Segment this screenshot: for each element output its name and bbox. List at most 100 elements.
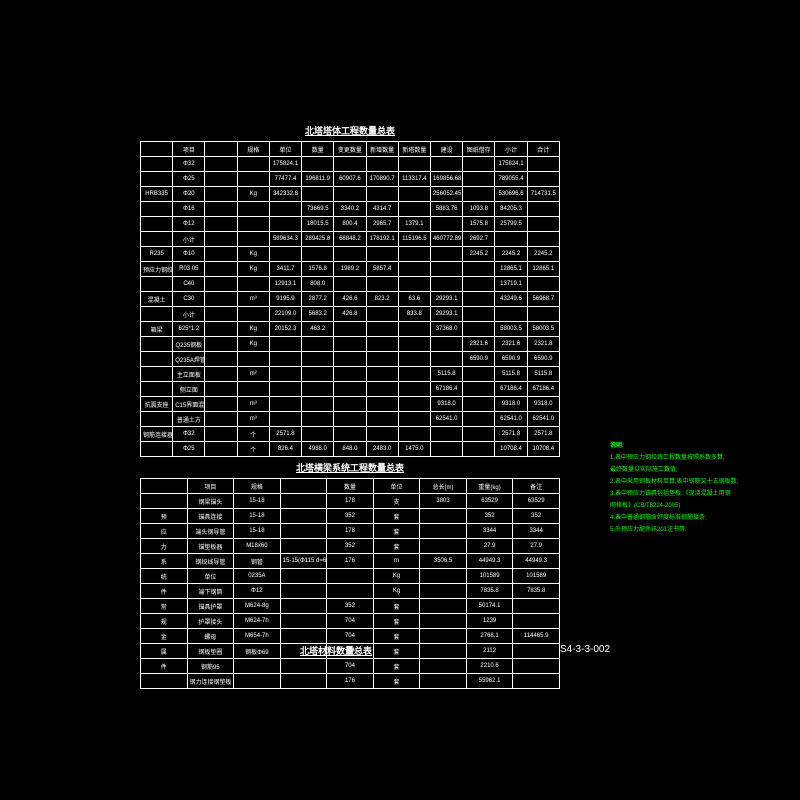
table-cell: 力 [141,539,188,554]
table-cell [420,644,467,659]
table-cell: 锚垫板器 [187,539,234,554]
table-cell: 3344 [466,524,513,539]
table-cell [430,442,462,457]
table-cell: 数量 [327,479,374,494]
table-cell [141,412,173,427]
table-cell [430,262,462,277]
table-cell [205,322,237,337]
table-cell [141,202,173,217]
table-cell: 图纸借存 [463,142,495,157]
table-cell: M654-7h [234,629,281,644]
table-cell: Φ12 [234,584,281,599]
table-cell: M624-7h [234,614,281,629]
table-cell [141,277,173,292]
table-cell [513,599,560,614]
table-cell: 2483.0 [366,442,398,457]
table-cell [398,397,430,412]
table-cell: 5883.76 [430,202,462,217]
table-cell: 9318.0 [527,397,559,412]
table-cell [430,352,462,367]
table-cell [141,479,188,494]
table-cell: 套 [373,524,420,539]
table-cell: 352 [466,509,513,524]
table-cell: 15-18 [234,509,281,524]
table-cell: 289425.8 [302,232,334,247]
table-cell: 2571.8 [269,427,301,442]
table-cell: 项目 [173,142,205,157]
table-cell [269,217,301,232]
table-cell [463,187,495,202]
table-cell [334,427,366,442]
table-cell [398,277,430,292]
table-cell [495,232,527,247]
table-cell: 67186.4 [495,382,527,397]
table-cell: 规格 [237,142,269,157]
table-cell [463,367,495,382]
table-cell: 2768.1 [466,629,513,644]
table-cell: 普通土方 [173,412,205,427]
table-cell: 63.6 [398,292,430,307]
table-cell [205,367,237,382]
table-cell: 钢绞线导管 [187,554,234,569]
table-cell [463,412,495,427]
table-cell [141,494,188,509]
table-cell [398,367,430,382]
table-cell [205,262,237,277]
table-cell [398,352,430,367]
table-cell: 426.6 [334,292,366,307]
table-cell [420,569,467,584]
table-cell [237,172,269,187]
table-cell [366,157,398,172]
table-cell: 2877.2 [302,292,334,307]
table-cell [463,397,495,412]
table-cell [280,614,327,629]
table-cell [302,157,334,172]
table-cell: 2245.2 [527,247,559,262]
table-cell: 84205.3 [495,202,527,217]
table-cell: 175824.1 [495,157,527,172]
table-cell: 13719.1 [495,277,527,292]
table-cell [398,247,430,262]
table-cell [366,397,398,412]
footer-title: 北塔材料数量总表 [300,644,372,657]
table-cell: 钢筋95 [187,659,234,674]
table-cell: 2112 [466,644,513,659]
table-cell [205,292,237,307]
table-cell: 256052.45 [430,187,462,202]
table-cell [237,352,269,367]
table-cell: R235 [141,247,173,262]
table-cell: 套 [373,674,420,689]
note-line: 4.表中普通钢筋含好度标准钢筋接条; [610,512,790,524]
table-cell [327,584,374,599]
table-cell [420,614,467,629]
table-cell [205,337,237,352]
table-cell: 826.4 [269,442,301,457]
table-cell: 新塔数量 [398,142,430,157]
table-cell [430,157,462,172]
table-cell [141,172,173,187]
table-cell [366,322,398,337]
table-cell: 常 [141,599,188,614]
table-cell: 62541.0 [495,412,527,427]
table-cell: m³ [237,412,269,427]
table-cell [205,247,237,262]
table-cell: 6590.9 [495,352,527,367]
table-cell: 端头钢导管 [187,524,234,539]
table-cell: 29293.1 [430,292,462,307]
table-cell [527,172,559,187]
table-cell: Φ25 [173,442,205,457]
table-cell: 件 [141,659,188,674]
table-cell [334,157,366,172]
table-cell: 9318.0 [430,397,462,412]
table-cell: 钢筋连接器 [141,427,173,442]
table-cell [463,277,495,292]
table-cell: 833.8 [398,307,430,322]
table-cell [205,427,237,442]
table-cell: Kg [237,322,269,337]
table-cell [205,187,237,202]
table-cell [398,337,430,352]
table-cell: 29293.1 [430,307,462,322]
table-cell: 端下钢筒 [187,584,234,599]
table-cell: Kg [237,262,269,277]
table-cell: 63529 [513,494,560,509]
